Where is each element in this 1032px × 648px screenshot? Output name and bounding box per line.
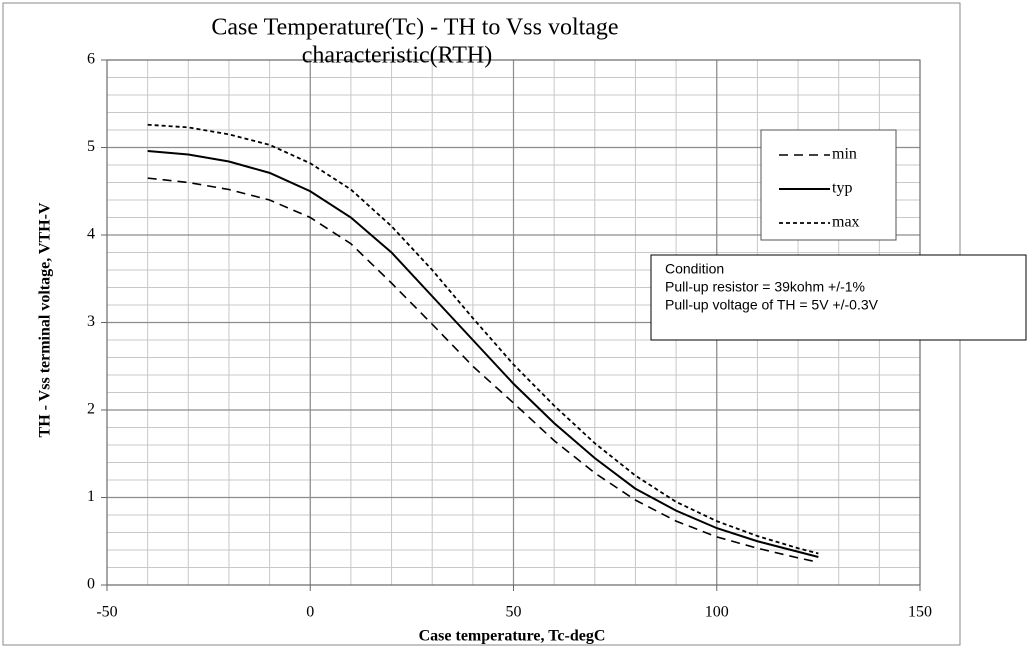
x-tick-label: 0 — [306, 604, 314, 621]
x-tick-label: 100 — [705, 604, 729, 621]
y-tick-label: 3 — [87, 313, 95, 330]
y-tick-label: 2 — [87, 401, 95, 418]
y-tick-label: 4 — [87, 226, 95, 243]
annotation-text: Pull-up resistor = 39kohm +/-1% — [665, 279, 865, 295]
y-axis-label: TH - Vss terminal voltage, VTH-V — [37, 202, 54, 437]
y-tick-label: 1 — [87, 488, 95, 505]
annotation-text: Condition — [665, 261, 724, 277]
series-line — [147, 150, 819, 558]
annotation-text: Pull-up voltage of TH = 5V +/-0.3V — [665, 297, 879, 313]
legend-box — [760, 129, 897, 241]
chart-title: characteristic(RTH) — [302, 43, 492, 69]
y-tick-label: 6 — [87, 51, 95, 68]
annotation-box — [650, 254, 1027, 341]
x-tick-label: -50 — [96, 604, 117, 621]
chart-title: Case Temperature(Tc) - TH to Vss voltage — [211, 15, 618, 41]
series-line — [147, 123, 819, 555]
x-tick-label: 150 — [908, 604, 932, 621]
series-line — [147, 177, 819, 564]
x-tick-label: 50 — [506, 604, 522, 621]
y-tick-label: 5 — [87, 138, 95, 155]
y-tick-label: 0 — [87, 576, 95, 593]
x-axis-label: Case temperature, Tc-degC — [419, 628, 606, 645]
legend-label: typ — [832, 180, 852, 197]
legend-label: min — [832, 146, 857, 163]
legend-label: max — [832, 214, 860, 231]
